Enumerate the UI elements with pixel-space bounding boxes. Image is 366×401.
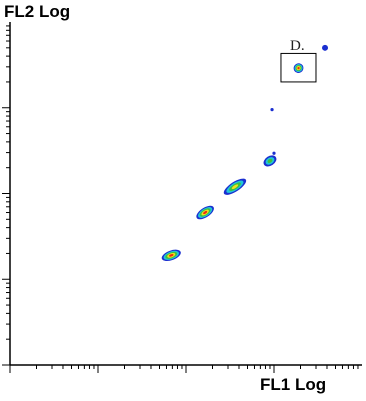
cluster-4 [263,155,277,167]
y-axis-label: FL2 Log [4,2,71,21]
cluster-1-density-high [169,254,174,257]
event-point [272,151,276,155]
event-point [270,108,274,112]
x-axis-label: FL1 Log [260,375,327,394]
chart-marks [161,44,329,262]
cluster-gated [293,63,304,73]
cluster-gated-density-high [297,66,300,70]
event-point [322,44,329,51]
gate-label: D. [290,38,305,54]
gate-rectangle [280,52,317,83]
cluster-3 [223,178,247,195]
cluster-2 [196,205,214,220]
gate-layer [280,52,317,83]
cluster-3-density-midhigh [231,184,239,190]
cluster-4-density-mid [267,158,273,163]
axes [2,22,362,373]
cluster-1 [161,249,181,262]
cluster-2-density-high [203,210,208,215]
